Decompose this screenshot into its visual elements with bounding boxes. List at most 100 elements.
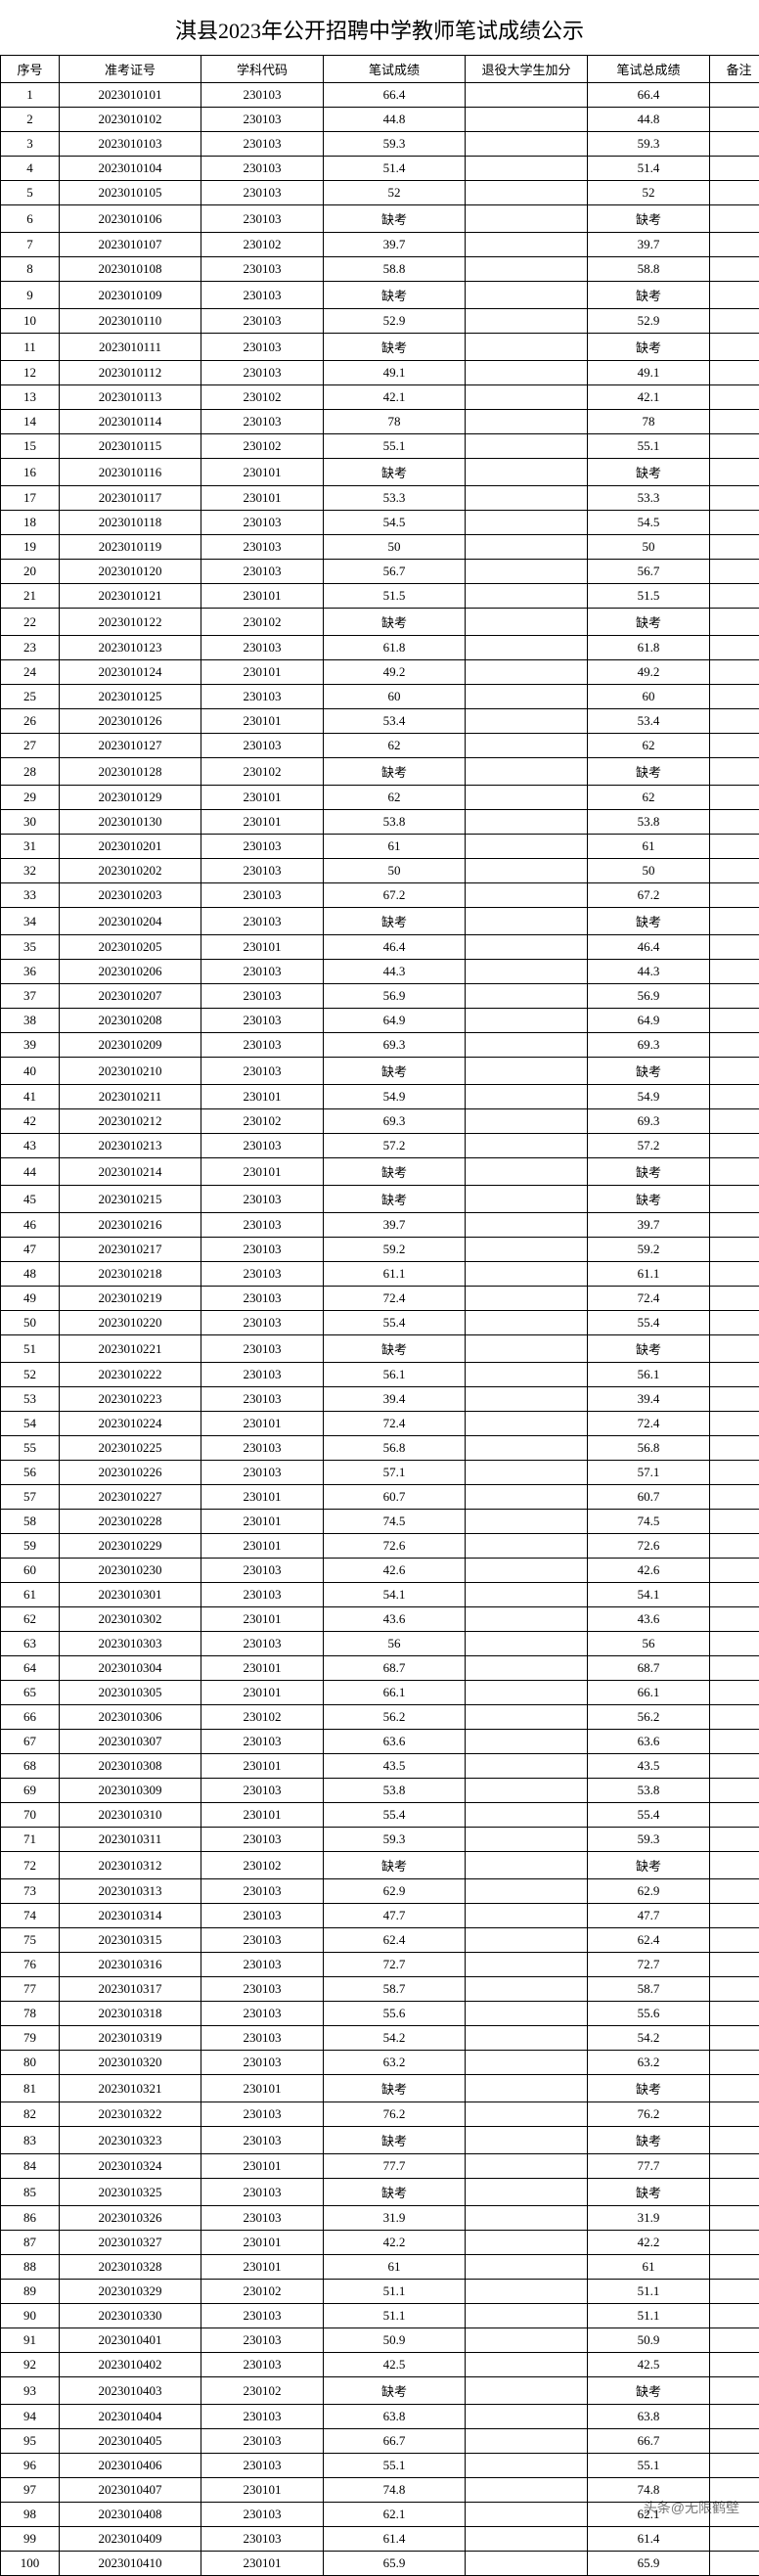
table-row: 77202301031723010358.758.7	[1, 1977, 759, 2002]
cell-total: 55.1	[588, 2454, 710, 2478]
table-row: 74202301031423010347.747.7	[1, 1904, 759, 1928]
cell-note	[710, 2231, 759, 2255]
cell-id: 2023010326	[60, 2206, 201, 2231]
cell-sub: 230101	[201, 2478, 324, 2503]
cell-sub: 230103	[201, 560, 324, 584]
cell-id: 2023010126	[60, 709, 201, 734]
cell-id: 2023010108	[60, 257, 201, 282]
cell-sub: 230103	[201, 1879, 324, 1904]
cell-score: 60	[324, 685, 466, 709]
cell-id: 2023010215	[60, 1186, 201, 1213]
cell-id: 2023010117	[60, 486, 201, 511]
cell-seq: 72	[1, 1852, 60, 1879]
col-seq: 序号	[1, 56, 60, 83]
cell-id: 2023010114	[60, 410, 201, 434]
cell-note	[710, 410, 759, 434]
cell-note	[710, 835, 759, 859]
table-row: 75202301031523010362.462.4	[1, 1928, 759, 1953]
cell-sub: 230103	[201, 859, 324, 883]
cell-note	[710, 2154, 759, 2179]
cell-id: 2023010227	[60, 1485, 201, 1510]
cell-bonus	[466, 984, 588, 1009]
cell-note	[710, 734, 759, 758]
cell-note	[710, 2002, 759, 2026]
cell-score: 42.5	[324, 2353, 466, 2377]
cell-seq: 58	[1, 1510, 60, 1534]
cell-seq: 61	[1, 1583, 60, 1607]
cell-id: 2023010127	[60, 734, 201, 758]
cell-note	[710, 1730, 759, 1754]
cell-note	[710, 309, 759, 334]
cell-id: 2023010110	[60, 309, 201, 334]
cell-seq: 44	[1, 1158, 60, 1186]
cell-note	[710, 685, 759, 709]
cell-note	[710, 2353, 759, 2377]
cell-note	[710, 2304, 759, 2328]
cell-sub: 230103	[201, 883, 324, 908]
table-row: 38202301020823010364.964.9	[1, 1009, 759, 1033]
cell-total: 56	[588, 1632, 710, 1656]
cell-sub: 230103	[201, 734, 324, 758]
cell-seq: 7	[1, 233, 60, 257]
cell-bonus	[466, 1335, 588, 1363]
cell-note	[710, 1436, 759, 1461]
cell-score: 42.6	[324, 1559, 466, 1583]
cell-score: 56.9	[324, 984, 466, 1009]
cell-bonus	[466, 2552, 588, 2576]
cell-note	[710, 609, 759, 636]
cell-score: 缺考	[324, 1058, 466, 1085]
cell-seq: 18	[1, 511, 60, 535]
cell-seq: 27	[1, 734, 60, 758]
cell-score: 50.9	[324, 2328, 466, 2353]
cell-sub: 230103	[201, 2353, 324, 2377]
cell-id: 2023010303	[60, 1632, 201, 1656]
cell-score: 缺考	[324, 2127, 466, 2154]
cell-total: 49.1	[588, 361, 710, 385]
table-row: 8202301010823010358.858.8	[1, 257, 759, 282]
cell-sub: 230103	[201, 1436, 324, 1461]
cell-id: 2023010128	[60, 758, 201, 786]
cell-seq: 34	[1, 908, 60, 935]
cell-id: 2023010129	[60, 786, 201, 810]
cell-sub: 230103	[201, 181, 324, 205]
cell-score: 缺考	[324, 758, 466, 786]
cell-bonus	[466, 1033, 588, 1058]
cell-bonus	[466, 1387, 588, 1412]
cell-note	[710, 2377, 759, 2405]
cell-bonus	[466, 434, 588, 459]
cell-note	[710, 1009, 759, 1033]
cell-seq: 57	[1, 1485, 60, 1510]
cell-score: 58.7	[324, 1977, 466, 2002]
cell-sub: 230101	[201, 486, 324, 511]
cell-sub: 230103	[201, 1559, 324, 1583]
table-row: 8820230103282301016161	[1, 2255, 759, 2280]
cell-seq: 48	[1, 1262, 60, 1287]
col-score: 笔试成绩	[324, 56, 466, 83]
cell-sub: 230101	[201, 1510, 324, 1534]
cell-score: 50	[324, 859, 466, 883]
cell-seq: 90	[1, 2304, 60, 2328]
cell-seq: 33	[1, 883, 60, 908]
cell-sub: 230103	[201, 1186, 324, 1213]
cell-score: 51.4	[324, 157, 466, 181]
cell-score: 69.3	[324, 1033, 466, 1058]
cell-id: 2023010228	[60, 1510, 201, 1534]
cell-bonus	[466, 2328, 588, 2353]
cell-seq: 84	[1, 2154, 60, 2179]
cell-score: 53.4	[324, 709, 466, 734]
cell-seq: 9	[1, 282, 60, 309]
table-row: 17202301011723010153.353.3	[1, 486, 759, 511]
cell-score: 66.7	[324, 2429, 466, 2454]
cell-bonus	[466, 835, 588, 859]
cell-score: 52.9	[324, 309, 466, 334]
cell-seq: 86	[1, 2206, 60, 2231]
cell-sub: 230103	[201, 685, 324, 709]
cell-note	[710, 157, 759, 181]
cell-sub: 230102	[201, 758, 324, 786]
cell-bonus	[466, 584, 588, 609]
cell-seq: 56	[1, 1461, 60, 1485]
table-row: 10202301011023010352.952.9	[1, 309, 759, 334]
table-row: 94202301040423010363.863.8	[1, 2405, 759, 2429]
cell-score: 缺考	[324, 1158, 466, 1186]
cell-note	[710, 2206, 759, 2231]
